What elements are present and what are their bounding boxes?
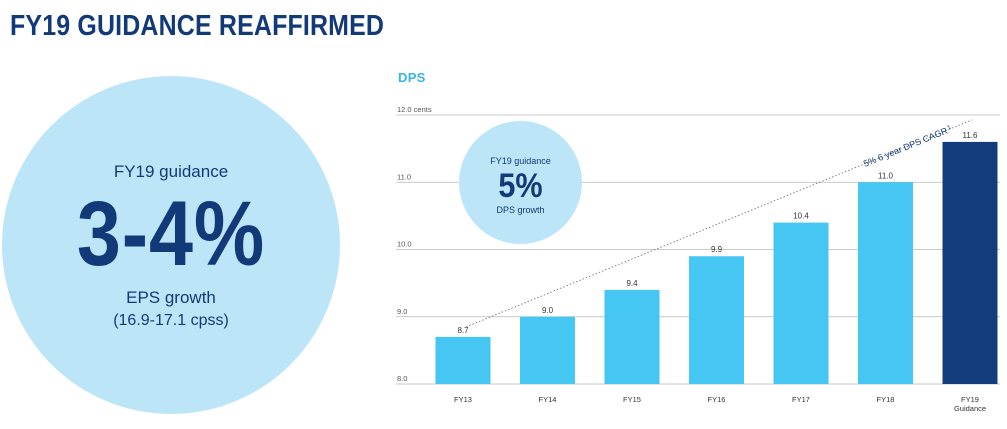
cagr-trendline <box>465 119 973 328</box>
chart-title: DPS <box>398 70 426 85</box>
bar-value-label: 9.0 <box>542 306 554 315</box>
y-tick-label: 12.0 cents <box>397 105 432 114</box>
bar <box>689 256 744 384</box>
bar <box>942 141 998 384</box>
x-tick-label: FY18 <box>877 395 895 404</box>
dps-growth-label: DPS growth <box>496 205 545 215</box>
bar-value-label: 11.0 <box>878 171 894 180</box>
bar-value-label: 9.9 <box>711 245 723 254</box>
page-title: FY19 GUIDANCE REAFFIRMED <box>10 10 385 42</box>
eps-guidance-circle: FY19 guidance 3-4% EPS growth (16.9-17.1… <box>2 76 340 414</box>
eps-guidance-value: 3-4% <box>76 183 266 285</box>
y-tick-label: 8.0 <box>397 374 407 383</box>
dps-bar-chart: 8.0 9.0 10.0 11.0 12.0 cents 8.7 FY13 9.0 FY14 9.… <box>396 105 1000 413</box>
dps-guidance-circle: FY19 guidance 5% DPS growth <box>459 121 582 244</box>
x-tick-label: FY13 <box>454 395 472 404</box>
x-tick-label: FY15 <box>623 395 641 404</box>
x-tick-label: FY17 <box>792 395 810 404</box>
y-tick-label: 9.0 <box>397 307 407 316</box>
bar <box>773 222 829 384</box>
eps-cpss-range: (16.9-17.1 cpss) <box>113 312 229 329</box>
bar <box>435 336 491 384</box>
cagr-footnote-marker: 1 <box>947 125 953 132</box>
dps-chart-panel: DPS 8.0 9.0 10.0 11.0 12.0 cents 8.7 FY13 9.0 FY… <box>392 64 1004 424</box>
x-tick-label: Guidance <box>954 404 986 413</box>
x-tick-label: FY14 <box>539 395 557 404</box>
bar-value-label: 10.4 <box>793 212 809 221</box>
dps-guidance-label: FY19 guidance <box>490 156 551 166</box>
bar-value-label: 11.6 <box>963 131 979 140</box>
bar <box>858 182 913 384</box>
bar <box>520 316 575 384</box>
bar-value-label: 9.4 <box>626 279 638 288</box>
cagr-label: 5% 6 year DPS CAGR1 <box>862 124 954 169</box>
bar-value-label: 8.7 <box>457 326 469 335</box>
bar <box>604 289 660 384</box>
x-tick-label: FY19 <box>961 395 979 404</box>
y-tick-label: 11.0 <box>397 172 411 181</box>
y-tick-label: 10.0 <box>397 240 412 249</box>
dps-guidance-value: 5% <box>498 167 543 205</box>
eps-growth-label: EPS growth <box>126 288 216 307</box>
x-tick-label: FY16 <box>708 395 726 404</box>
eps-guidance-label: FY19 guidance <box>113 162 229 181</box>
